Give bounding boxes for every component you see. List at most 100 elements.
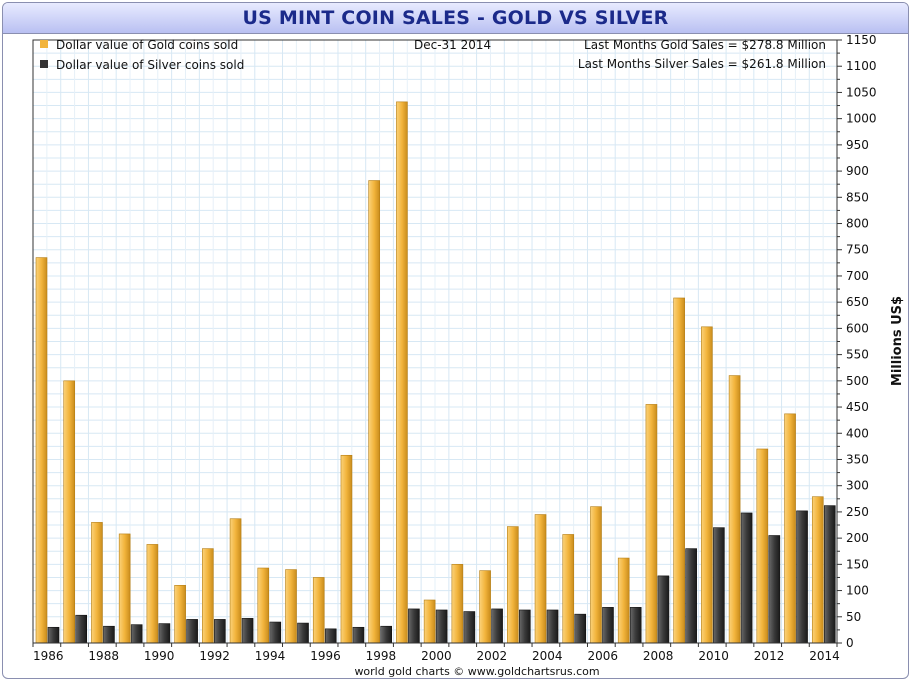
silver-bar [463, 611, 476, 644]
silver-bar [713, 527, 725, 644]
footer-credit: world gold charts © www.goldchartsrus.co… [354, 665, 599, 678]
gold-bar [202, 548, 214, 644]
legend-label-silver: Dollar value of Silver coins sold [56, 58, 244, 72]
y-tick-label: 450 [846, 400, 869, 414]
gold-bar [617, 557, 630, 644]
y-tick-label: 0 [846, 636, 854, 650]
silver-bar [796, 510, 808, 644]
silver-bar [740, 512, 753, 644]
gold-bar [590, 506, 602, 644]
y-tick-label: 250 [846, 505, 869, 519]
gold-bar [146, 544, 159, 644]
silver-bar [574, 613, 587, 644]
silver-sales-note: Last Months Silver Sales = $261.8 Millio… [578, 57, 826, 71]
legend-swatch-silver [40, 60, 48, 68]
x-tick-label: 2010 [698, 649, 729, 663]
silver-bar [823, 505, 836, 644]
gold-bar [811, 496, 824, 644]
x-tick-label: 1998 [366, 649, 397, 663]
x-tick-label: 1990 [144, 649, 175, 663]
gold-bar [728, 375, 741, 644]
gold-bar [229, 518, 242, 644]
y-tick-label: 800 [846, 217, 869, 231]
gold-bar [673, 297, 685, 644]
silver-bar [297, 622, 309, 644]
legend-swatch-gold [40, 40, 48, 48]
x-tick-label: 2006 [587, 649, 618, 663]
gold-bar [340, 454, 353, 644]
gold-bar [312, 577, 325, 644]
x-tick-label: 2002 [477, 649, 508, 663]
x-tick-label: 1986 [33, 649, 64, 663]
y-tick-label: 350 [846, 452, 869, 466]
gold-bar [562, 534, 575, 644]
gold-bar [396, 101, 408, 644]
silver-bar [241, 618, 254, 644]
legend-label-gold: Dollar value of Gold coins sold [56, 38, 238, 52]
y-tick-label: 1000 [846, 112, 877, 126]
x-tick-label: 1994 [255, 649, 286, 663]
y-tick-label: 400 [846, 426, 869, 440]
gold-bar [423, 599, 436, 644]
y-tick-label: 550 [846, 348, 869, 362]
x-tick-label: 2014 [809, 649, 840, 663]
gold-bar [63, 380, 76, 644]
silver-bar [130, 624, 143, 644]
date-label: Dec-31 2014 [414, 38, 491, 52]
x-tick-label: 2004 [532, 649, 563, 663]
y-tick-label: 650 [846, 295, 869, 309]
y-tick-label: 850 [846, 190, 869, 204]
y-tick-label: 750 [846, 243, 869, 257]
gold-bar [784, 413, 796, 644]
silver-bar [602, 607, 614, 644]
gold-bar [118, 533, 131, 644]
gold-bar [257, 567, 270, 644]
gold-bar [756, 448, 769, 644]
gold-bar [368, 180, 380, 644]
y-tick-label: 700 [846, 269, 869, 283]
silver-bar [352, 626, 365, 644]
y-tick-label: 1050 [846, 85, 877, 99]
axis-layer [32, 39, 842, 647]
x-tick-label: 1996 [310, 649, 341, 663]
y-tick-label: 500 [846, 374, 869, 388]
gold-bar [507, 526, 519, 644]
silver-bar [768, 535, 781, 644]
silver-bar [158, 623, 171, 644]
gold-bar [534, 514, 547, 644]
y-tick-label: 1100 [846, 59, 877, 73]
silver-bar [629, 607, 642, 644]
gold-bar [645, 404, 658, 644]
x-tick-label: 2000 [421, 649, 452, 663]
x-tick-label: 1992 [199, 649, 230, 663]
y-tick-label: 100 [846, 584, 869, 598]
y-tick-label: 950 [846, 138, 869, 152]
silver-bar [269, 621, 282, 644]
silver-bar [435, 609, 448, 644]
y-tick-label: 300 [846, 479, 869, 493]
silver-bar [75, 614, 88, 644]
gold-bar [35, 257, 48, 644]
y-tick-label: 200 [846, 531, 869, 545]
silver-bar [380, 625, 392, 644]
y-tick-label: 900 [846, 164, 869, 178]
y-tick-label: 50 [846, 610, 861, 624]
gold-bar [701, 326, 713, 644]
gold-bar [285, 569, 297, 644]
y-tick-label: 150 [846, 557, 869, 571]
silver-bar [519, 609, 531, 644]
silver-bar [408, 608, 420, 644]
text-layer: 0 50 100 150 200 250 300 350 400 450 500 550 600 650 7… [33, 33, 905, 678]
chart-title: US MINT COIN SALES - GOLD VS SILVER [242, 7, 669, 29]
y-axis-title: Millions US$ [890, 296, 905, 386]
silver-bar [47, 626, 60, 644]
silver-bar [186, 619, 198, 644]
gold-bar [451, 564, 464, 644]
bars-layer [35, 101, 836, 644]
x-tick-label: 1988 [88, 649, 119, 663]
y-tick-label: 600 [846, 321, 869, 335]
silver-bar [214, 619, 226, 644]
x-tick-label: 2008 [643, 649, 674, 663]
silver-bar [324, 628, 337, 644]
